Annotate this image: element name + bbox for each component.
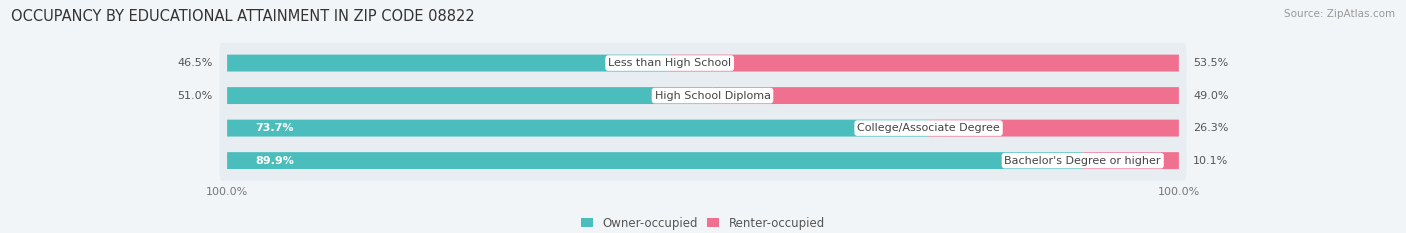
Text: 51.0%: 51.0% (177, 91, 212, 101)
Text: 89.9%: 89.9% (256, 156, 294, 166)
Text: College/Associate Degree: College/Associate Degree (858, 123, 1000, 133)
FancyBboxPatch shape (669, 55, 1178, 72)
FancyBboxPatch shape (219, 140, 1187, 181)
Text: OCCUPANCY BY EDUCATIONAL ATTAINMENT IN ZIP CODE 08822: OCCUPANCY BY EDUCATIONAL ATTAINMENT IN Z… (11, 9, 475, 24)
Text: Source: ZipAtlas.com: Source: ZipAtlas.com (1284, 9, 1395, 19)
FancyBboxPatch shape (219, 108, 1187, 148)
Text: 73.7%: 73.7% (256, 123, 294, 133)
Text: 46.5%: 46.5% (177, 58, 212, 68)
FancyBboxPatch shape (219, 43, 1187, 83)
FancyBboxPatch shape (228, 55, 669, 72)
Text: Less than High School: Less than High School (609, 58, 731, 68)
FancyBboxPatch shape (228, 87, 713, 104)
Text: High School Diploma: High School Diploma (655, 91, 770, 101)
FancyBboxPatch shape (228, 152, 1083, 169)
FancyBboxPatch shape (928, 120, 1178, 137)
Text: 26.3%: 26.3% (1194, 123, 1229, 133)
Text: 10.1%: 10.1% (1194, 156, 1229, 166)
Legend: Owner-occupied, Renter-occupied: Owner-occupied, Renter-occupied (576, 212, 830, 233)
FancyBboxPatch shape (713, 87, 1178, 104)
FancyBboxPatch shape (228, 120, 928, 137)
FancyBboxPatch shape (219, 75, 1187, 116)
Text: 49.0%: 49.0% (1194, 91, 1229, 101)
FancyBboxPatch shape (1083, 152, 1178, 169)
Text: Bachelor's Degree or higher: Bachelor's Degree or higher (1004, 156, 1161, 166)
Text: 53.5%: 53.5% (1194, 58, 1229, 68)
